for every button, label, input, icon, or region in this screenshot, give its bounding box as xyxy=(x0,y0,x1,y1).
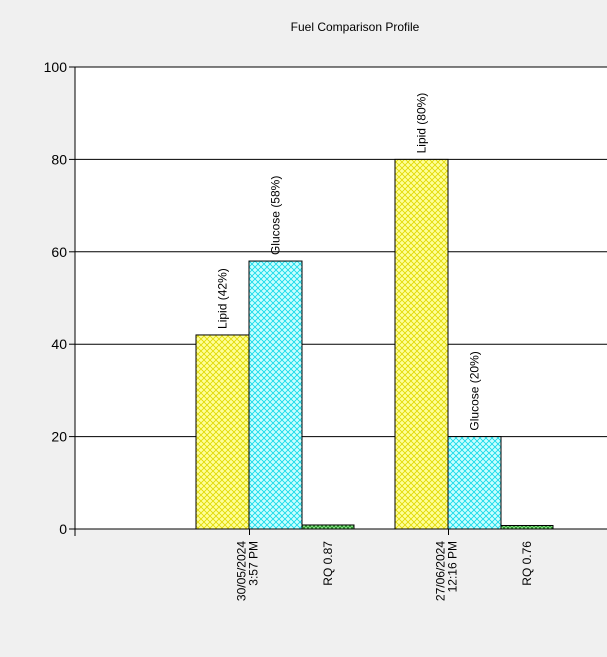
y-tick-label: 60 xyxy=(51,244,67,260)
plot-area-background xyxy=(75,67,607,529)
bar-glucose xyxy=(447,436,502,530)
bar-lipid xyxy=(394,158,449,530)
y-tick-label: 20 xyxy=(51,429,67,445)
y-tick-label: 0 xyxy=(59,521,67,537)
chart-title: Fuel Comparison Profile xyxy=(291,20,420,34)
y-axis: 0 20 40 60 80 100 xyxy=(44,59,76,537)
bar-labels: Lipid (42%) Glucose (58%) Lipid (80%) Gluco… xyxy=(216,93,482,431)
bar-glucose xyxy=(248,260,303,530)
x-category-date: 27/06/2024 xyxy=(434,541,448,601)
bar-lipid xyxy=(195,334,250,530)
x-category-date: 30/05/2024 xyxy=(235,541,249,601)
y-tick-label: 40 xyxy=(51,336,67,352)
bar-rq xyxy=(301,524,355,530)
y-tick-label: 80 xyxy=(51,151,67,167)
bar-data-label: Glucose (20%) xyxy=(468,351,482,430)
x-category-time: 12:16 PM xyxy=(446,541,460,592)
rq-label: RQ 0.87 xyxy=(321,541,335,586)
bar-data-label: Glucose (58%) xyxy=(269,176,283,255)
bar-data-label: Lipid (42%) xyxy=(216,268,230,329)
bars xyxy=(195,158,554,530)
bar-rq xyxy=(500,524,554,530)
x-category-time: 3:57 PM xyxy=(247,541,261,586)
rq-label: RQ 0.76 xyxy=(520,541,534,586)
bar-data-label: Lipid (80%) xyxy=(415,93,429,154)
y-tick-label: 100 xyxy=(44,59,68,75)
